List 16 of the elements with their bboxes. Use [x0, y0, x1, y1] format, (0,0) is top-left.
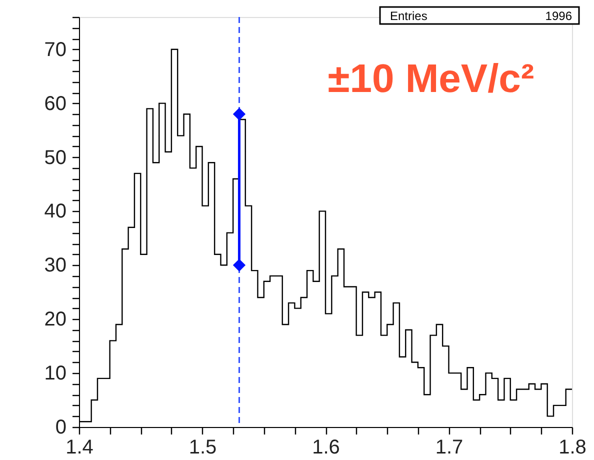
annotation: Entries: [390, 9, 428, 23]
y-tick-label: 20: [44, 308, 66, 331]
y-tick-label: 50: [44, 146, 66, 169]
x-tick-label: 1.5: [188, 436, 217, 458]
y-tick-label: 10: [44, 362, 66, 385]
y-tick-label: 0: [55, 416, 66, 438]
annotation: 1996: [545, 9, 572, 23]
y-tick-label: 40: [44, 200, 66, 223]
x-tick-label: 1.4: [66, 436, 94, 458]
y-tick-label: 70: [44, 38, 66, 61]
y-tick-label: 60: [44, 92, 66, 115]
y-tick-label: 30: [44, 254, 66, 277]
x-tick-label: 1.8: [558, 436, 586, 458]
annotation: ±10 MeV/c²: [328, 57, 534, 101]
x-tick-label: 1.7: [435, 436, 464, 458]
x-tick-label: 1.6: [312, 436, 340, 458]
